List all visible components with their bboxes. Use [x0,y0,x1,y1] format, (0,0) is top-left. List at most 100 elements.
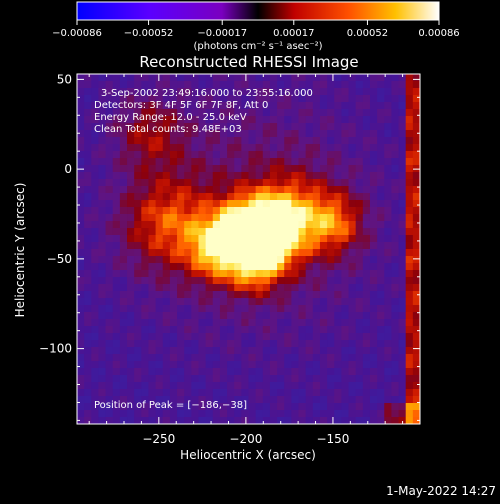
heatmap-cell [312,417,321,424]
heatmap-cell [391,151,400,159]
heatmap-cell [319,130,328,138]
heatmap-cell [405,263,414,271]
heatmap-cell [248,270,257,278]
heatmap-cell [327,298,335,306]
heatmap-cell [205,410,214,418]
heatmap-cell [191,340,200,348]
heatmap-cell [155,151,164,159]
heatmap-cell [384,144,393,152]
heatmap-cell [369,151,378,159]
heatmap-cell [362,396,371,404]
heatmap-cell [384,305,393,313]
heatmap-cell [412,193,420,201]
heatmap-cell [198,340,207,348]
heatmap-cell [384,277,393,285]
heatmap-cell [177,277,185,285]
heatmap-cell [227,389,235,397]
heatmap-cell [369,256,378,264]
heatmap-cell [127,88,135,96]
heatmap-cell [212,263,221,271]
heatmap-cell [327,403,335,411]
heatmap-cell [327,263,335,271]
heatmap-cell [205,102,214,110]
heatmap-cell [148,396,157,404]
heatmap-cell [327,277,335,285]
heatmap-cell [305,81,314,89]
heatmap-cell [284,410,292,418]
heatmap-cell [98,109,107,117]
heatmap-cell [305,256,314,264]
heatmap-cell [127,263,135,271]
heatmap-cell [255,382,264,390]
heatmap-cell [384,88,393,96]
heatmap-cell [134,270,142,278]
heatmap-cell [255,144,264,152]
heatmap-cell [362,102,371,110]
heatmap-cell [219,347,228,355]
heatmap-cell [327,270,335,278]
heatmap-cell [334,368,342,376]
heatmap-cell [155,95,164,103]
heatmap-cell [312,396,321,404]
heatmap-cell [341,172,350,180]
heatmap-cell [119,81,128,89]
heatmap-cell [105,256,114,264]
heatmap-cell [348,305,357,313]
heatmap-cell [177,263,185,271]
heatmap-cell [198,165,207,173]
heatmap-cell [169,298,178,306]
heatmap-cell [262,249,271,257]
heatmap-cell [398,116,407,124]
heatmap-cell [341,144,350,152]
heatmap-cell [391,256,400,264]
heatmap-cell [327,312,335,320]
heatmap-cell [341,158,350,166]
heatmap-cell [277,305,285,313]
y-tick-label: −100 [39,342,72,356]
heatmap-cell [341,200,350,208]
heatmap-cell [248,88,257,96]
heatmap-cell [134,137,142,145]
heatmap-cell [384,102,393,110]
heatmap-cell [362,88,371,96]
heatmap-cell [369,165,378,173]
heatmap-cell [112,403,121,411]
heatmap-cell [191,214,200,222]
heatmap-cell [405,235,414,243]
heatmap-cell [398,256,407,264]
heatmap-cell [141,207,150,215]
heatmap-cell [277,95,285,103]
heatmap-cell [134,319,142,327]
heatmap-cell [377,277,385,285]
heatmap-cell [355,221,364,229]
heatmap-cell [119,109,128,117]
heatmap-cell [334,235,342,243]
heatmap-cell [241,410,250,418]
heatmap-cell [384,228,393,236]
heatmap-cell [227,375,235,383]
heatmap-cell [241,81,250,89]
heatmap-cell [405,130,414,138]
heatmap-cell [248,144,257,152]
heatmap-cell [191,361,200,369]
heatmap-cell [362,214,371,222]
heatmap-cell [169,214,178,222]
heatmap-cell [248,403,257,411]
heatmap-cell [141,81,150,89]
heatmap-cell [405,88,414,96]
heatmap-cell [412,88,420,96]
heatmap-cell [162,277,171,285]
heatmap-cell [105,333,114,341]
heatmap-cell [391,305,400,313]
heatmap-cell [369,228,378,236]
heatmap-cell [141,382,150,390]
heatmap-cell [219,228,228,236]
heatmap-cell [212,368,221,376]
heatmap-cell [277,165,285,173]
heatmap-cell [134,417,142,424]
heatmap-cell [298,158,307,166]
heatmap-cell [348,172,357,180]
heatmap-cell [248,291,257,299]
heatmap-cell [412,396,420,404]
heatmap-cell [191,235,200,243]
